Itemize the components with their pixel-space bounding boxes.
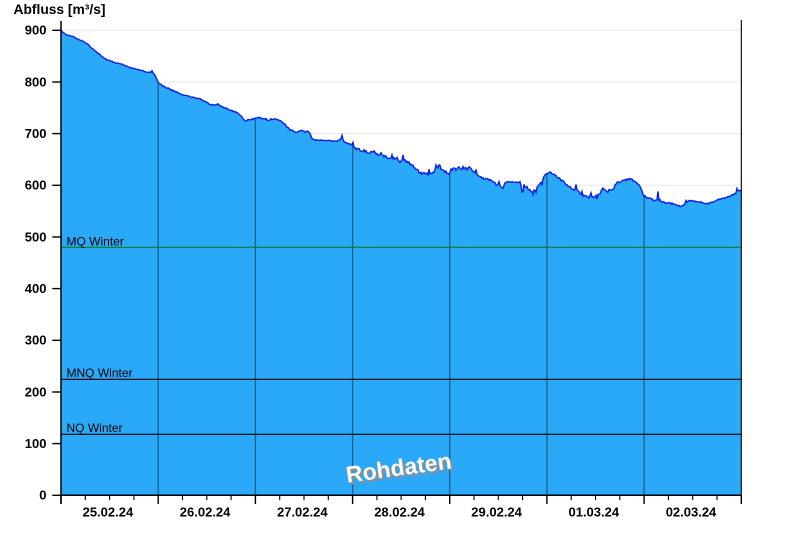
svg-text:500: 500 (25, 229, 47, 244)
svg-text:100: 100 (25, 436, 47, 451)
svg-text:200: 200 (25, 384, 47, 399)
svg-text:28.02.24: 28.02.24 (374, 505, 425, 520)
svg-text:29.02.24: 29.02.24 (471, 505, 522, 520)
svg-text:NQ Winter: NQ Winter (67, 421, 123, 435)
svg-text:MNQ Winter: MNQ Winter (67, 366, 133, 380)
svg-text:26.02.24: 26.02.24 (180, 505, 231, 520)
svg-text:900: 900 (25, 23, 47, 38)
svg-text:01.03.24: 01.03.24 (568, 505, 619, 520)
svg-text:700: 700 (25, 126, 47, 141)
svg-text:600: 600 (25, 178, 47, 193)
svg-text:800: 800 (25, 74, 47, 89)
svg-text:MQ Winter: MQ Winter (67, 234, 124, 248)
svg-text:25.02.24: 25.02.24 (83, 505, 134, 520)
svg-text:0: 0 (39, 488, 46, 503)
svg-text:02.03.24: 02.03.24 (666, 505, 717, 520)
svg-text:300: 300 (25, 333, 47, 348)
svg-text:400: 400 (25, 281, 47, 296)
svg-text:Abfluss [m³/s]: Abfluss [m³/s] (14, 2, 106, 17)
svg-text:27.02.24: 27.02.24 (277, 505, 328, 520)
